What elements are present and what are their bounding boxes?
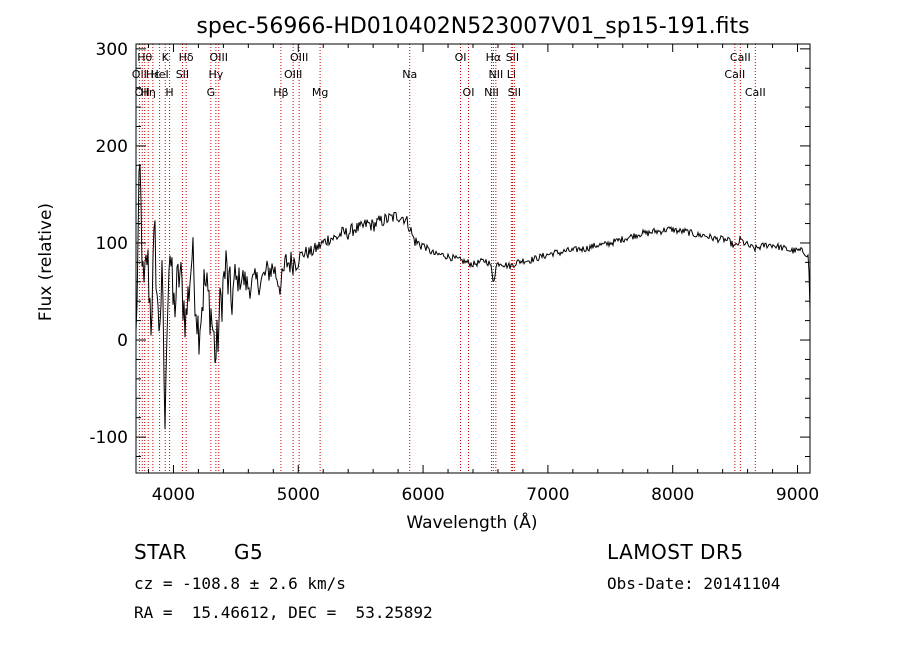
x-tick-label: 6000: [401, 485, 444, 505]
spectrum-line: [135, 164, 811, 430]
y-tick-label: 0: [117, 331, 128, 351]
spectral-line-markers: OIIOIIHθHηHεHeIKHSIIHδGHγOIIIHβOIIIOIIIM…: [132, 44, 766, 473]
object-subclass: G5: [234, 540, 264, 564]
line-marker-label: NII: [488, 68, 503, 81]
x-tick-label: 8000: [651, 485, 694, 505]
line-marker-label: Hβ: [273, 86, 288, 99]
line-marker-label: Hα: [486, 51, 502, 64]
line-marker-label: Na: [402, 68, 417, 81]
observation-date: Obs-Date: 20141104: [607, 574, 781, 593]
plot-frame: [135, 43, 811, 474]
line-marker-label: Hη: [141, 86, 156, 99]
x-tick-label: 5000: [277, 485, 320, 505]
line-marker-label: CaII: [745, 86, 766, 99]
line-marker-label: OII: [135, 86, 150, 99]
line-marker-label: Hε: [146, 68, 160, 81]
line-marker-label: OIII: [290, 51, 308, 64]
coordinates: RA = 15.46612, DEC = 53.25892: [134, 603, 433, 622]
y-tick-label: 100: [96, 234, 128, 254]
x-tick-label: 7000: [526, 485, 569, 505]
line-marker-label: OIII: [284, 68, 302, 81]
redshift-velocity: cz = -108.8 ± 2.6 km/s: [134, 574, 346, 593]
y-tick-label: 200: [96, 137, 128, 157]
line-marker-label: H: [165, 86, 173, 99]
x-tick-label: 4000: [152, 485, 195, 505]
line-marker-label: SII: [506, 51, 519, 64]
line-marker-label: SII: [176, 68, 189, 81]
line-marker-label: CaII: [730, 51, 751, 64]
line-marker-label: OI: [463, 86, 475, 99]
line-marker-label: HeI: [150, 68, 168, 81]
y-tick-label: -100: [89, 428, 128, 448]
axes: 4000 5000 6000 7000 8000 9000 -100 0 100 200 300: [89, 40, 819, 505]
line-marker-label: G: [207, 86, 216, 99]
line-marker-label: K: [162, 51, 170, 64]
chart-title: spec-56966-HD010402N523007V01_sp15-191.f…: [196, 14, 749, 39]
line-marker-label: Hθ: [137, 51, 152, 64]
line-marker-label: CaII: [724, 68, 745, 81]
line-marker-label: SII: [508, 86, 521, 99]
line-marker-label: Li: [507, 68, 516, 81]
line-marker-label: OI: [455, 51, 467, 64]
object-class: STAR: [134, 540, 187, 564]
line-marker-label: NII: [484, 86, 499, 99]
x-axis-label: Wavelength (Å): [406, 511, 537, 533]
line-marker-label: Mg: [312, 86, 328, 99]
y-tick-label: 300: [96, 40, 128, 60]
line-marker-label: Hγ: [208, 68, 223, 81]
y-axis-label: Flux (relative): [36, 203, 56, 321]
line-marker-label: OIII: [210, 51, 228, 64]
x-tick-label: 9000: [776, 485, 819, 505]
survey-name: LAMOST DR5: [607, 540, 744, 564]
line-marker-label: Hδ: [179, 51, 194, 64]
